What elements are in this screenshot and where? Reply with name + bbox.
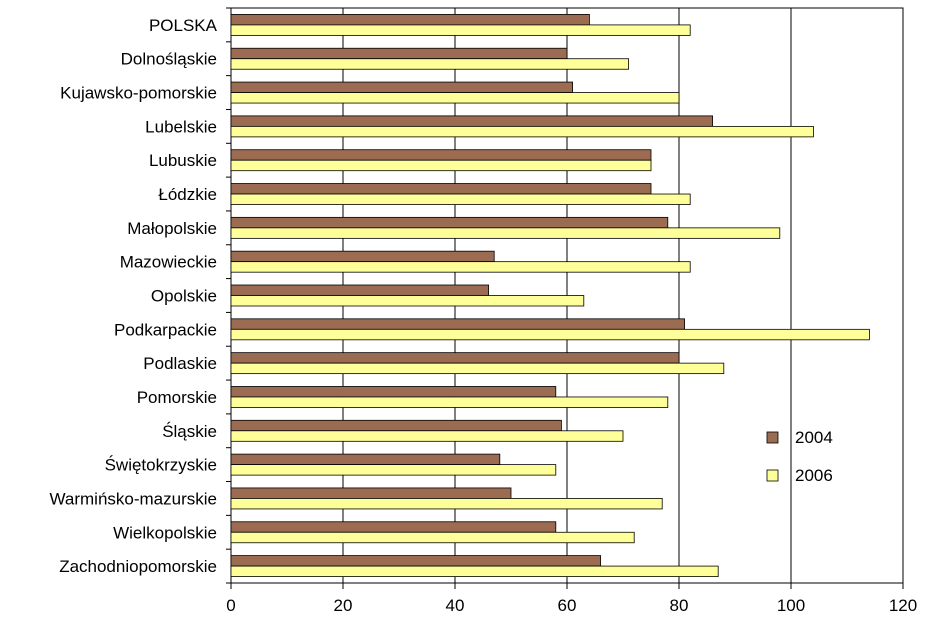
x-tick-label: 0 bbox=[226, 596, 235, 615]
bar-2006 bbox=[230, 125, 814, 138]
category-label: Mazowieckie bbox=[120, 253, 217, 272]
bar-2004 bbox=[230, 14, 590, 26]
category-label: Śląskie bbox=[162, 422, 217, 441]
category-label: Łódzkie bbox=[158, 185, 217, 204]
category-label: Pomorskie bbox=[137, 388, 217, 407]
category-label: Podkarpackie bbox=[114, 320, 217, 339]
bar-2004 bbox=[230, 318, 686, 330]
category-label: Podlaskie bbox=[143, 354, 217, 373]
category-label: Warmińsko-mazurskie bbox=[49, 489, 217, 508]
bar-2004 bbox=[230, 386, 557, 398]
bar-2004 bbox=[230, 149, 652, 161]
bar-2006 bbox=[230, 58, 630, 70]
bar-2004 bbox=[230, 115, 714, 127]
bar-2006 bbox=[230, 159, 652, 172]
x-tick-label: 80 bbox=[670, 596, 689, 615]
bar-2006 bbox=[230, 261, 691, 273]
bar-2006 bbox=[230, 328, 870, 341]
x-tick-label: 120 bbox=[889, 596, 917, 615]
category-label: Kujawsko-pomorskie bbox=[60, 84, 217, 103]
bar-2004 bbox=[230, 250, 495, 263]
bar-2006 bbox=[230, 295, 585, 307]
bar-2006 bbox=[230, 464, 557, 476]
legend-label-2006: 2006 bbox=[795, 466, 833, 485]
category-label: POLSKA bbox=[149, 16, 218, 35]
category-label: Małopolskie bbox=[127, 219, 217, 238]
bar-2004 bbox=[230, 284, 490, 296]
legend: 2004 2006 bbox=[766, 428, 833, 485]
category-label: Zachodniopomorskie bbox=[59, 557, 217, 576]
bar-2004 bbox=[230, 453, 501, 466]
bar-2004 bbox=[230, 419, 562, 432]
x-tick-label: 40 bbox=[446, 596, 465, 615]
bar-2006 bbox=[230, 531, 635, 544]
x-axis: 0 20 40 60 80 100 120 bbox=[226, 583, 917, 615]
bars bbox=[230, 14, 870, 577]
bar-2006 bbox=[230, 92, 680, 104]
bar-2006 bbox=[230, 193, 691, 205]
category-labels: POLSKA Dolnośląskie Kujawsko-pomorskie Lube… bbox=[49, 7, 231, 584]
bar-2004 bbox=[230, 216, 669, 229]
x-tick-label: 60 bbox=[558, 596, 577, 615]
bar-2006 bbox=[230, 565, 719, 577]
bar-2006 bbox=[230, 227, 781, 239]
category-label: Opolskie bbox=[151, 287, 217, 306]
bar-2004 bbox=[230, 81, 574, 93]
bar-2006 bbox=[230, 430, 624, 442]
x-tick-label: 100 bbox=[777, 596, 805, 615]
legend-label-2004: 2004 bbox=[795, 428, 833, 447]
x-tick-label: 20 bbox=[334, 596, 353, 615]
bar-2006 bbox=[230, 498, 663, 510]
bar-2004 bbox=[230, 352, 680, 364]
bar-2006 bbox=[230, 362, 725, 375]
bar-2006 bbox=[230, 396, 669, 408]
legend-swatch-2004 bbox=[766, 431, 779, 444]
category-label: Świętokrzyskie bbox=[105, 456, 217, 475]
bar-2004 bbox=[230, 555, 602, 567]
category-label: Dolnośląskie bbox=[121, 50, 217, 69]
bar-2004 bbox=[230, 47, 568, 60]
category-label: Wielkopolskie bbox=[113, 523, 217, 542]
bar-2004 bbox=[230, 521, 557, 533]
legend-swatch-2006 bbox=[766, 469, 779, 482]
category-label: Lubelskie bbox=[145, 117, 217, 136]
category-label: Lubuskie bbox=[149, 151, 217, 170]
bar-2004 bbox=[230, 183, 652, 195]
bar-2006 bbox=[230, 24, 691, 36]
bar-2004 bbox=[230, 487, 512, 499]
